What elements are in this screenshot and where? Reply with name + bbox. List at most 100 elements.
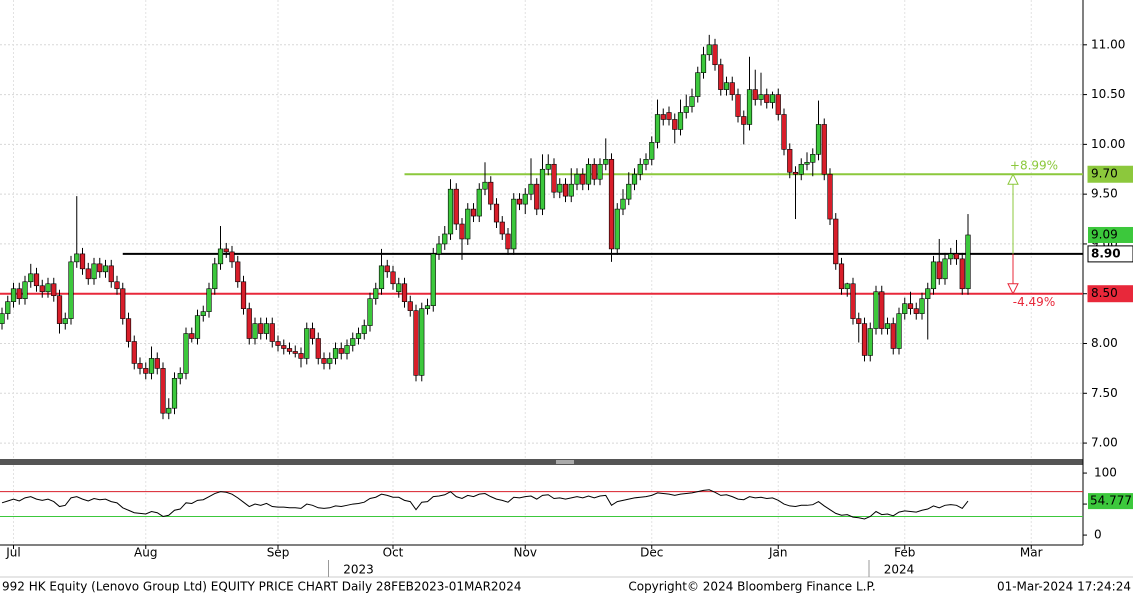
candle-body: [666, 112, 672, 120]
candle-body: [177, 373, 183, 379]
x-tick-label: Feb: [894, 546, 915, 560]
x-tick-label: Sep: [267, 546, 290, 560]
last-price-box: [1088, 226, 1133, 243]
candle-body: [907, 303, 914, 309]
candle-body: [327, 358, 333, 364]
candle-body: [194, 315, 201, 339]
candle-body: [827, 173, 833, 220]
candle-body: [677, 112, 684, 130]
candle-body: [51, 283, 57, 297]
candle-body: [844, 283, 850, 290]
candle-body: [741, 116, 747, 125]
candle-body: [143, 368, 149, 374]
candle-body: [649, 142, 655, 160]
candle-body: [223, 248, 229, 253]
rsi-last-label: 54.777: [1090, 494, 1132, 508]
candle-body: [769, 94, 776, 103]
candle-body: [200, 311, 206, 316]
candle-body: [683, 106, 689, 113]
rsi-tick-label: 0: [1094, 528, 1102, 542]
candle-body: [131, 341, 137, 364]
footer-title: 992 HK Equity (Lenovo Group Ltd) EQUITY …: [2, 580, 521, 594]
candle-body: [712, 44, 718, 66]
candle-body: [580, 173, 586, 185]
candle-body: [735, 94, 741, 117]
candle-body: [884, 323, 891, 329]
candle-body: [488, 181, 494, 205]
candle-body: [407, 301, 413, 311]
candle-body: [890, 323, 896, 349]
footer-copyright: Copyright© 2024 Bloomberg Finance L.P.: [628, 580, 875, 594]
candle-body: [183, 333, 189, 374]
candle-body: [350, 338, 356, 346]
arrow-head: [1007, 173, 1019, 185]
candle-body: [660, 114, 666, 120]
candle-body: [447, 188, 454, 235]
candle-body: [125, 318, 132, 342]
candle-body: [68, 261, 74, 319]
y-tick-label: 8.00: [1091, 336, 1118, 350]
candle-body: [0, 313, 5, 324]
candle-body: [321, 358, 327, 364]
candle-body: [557, 183, 563, 193]
candle-body: [505, 233, 511, 250]
candle-body: [401, 283, 408, 302]
last-price-label: 9.09: [1091, 227, 1118, 241]
candle-body: [608, 159, 615, 250]
candle-body: [229, 251, 235, 263]
candle-body: [689, 96, 695, 107]
candle-body: [545, 163, 551, 170]
candle-body: [913, 308, 919, 314]
candle-body: [936, 261, 942, 280]
candle-body: [269, 323, 275, 342]
candle-body: [62, 318, 68, 324]
candle-body: [79, 253, 86, 270]
candle-body: [137, 363, 143, 369]
candle-body: [758, 94, 764, 100]
candle-body: [948, 253, 954, 260]
candle-body: [942, 258, 948, 280]
candle-body: [252, 323, 258, 339]
candle-body: [775, 94, 781, 115]
candle-body: [838, 263, 845, 290]
candle-body: [522, 193, 528, 205]
y-tick-label: 10.00: [1091, 137, 1125, 151]
candle-body: [332, 348, 339, 359]
candle-body: [654, 114, 661, 143]
candle-body: [148, 358, 155, 374]
candle-body: [643, 159, 649, 165]
candle-body: [114, 281, 120, 290]
candle-body: [787, 149, 793, 173]
candle-body: [459, 223, 465, 240]
candle-body: [97, 263, 103, 273]
candle-body: [304, 328, 310, 359]
candle-body: [281, 345, 287, 349]
candle-body: [338, 348, 344, 354]
candle-body: [620, 198, 626, 210]
candle-body: [764, 94, 770, 103]
level-label: 8.50: [1091, 286, 1118, 300]
candle-body: [959, 258, 965, 290]
candle-body: [925, 288, 931, 299]
candle-body: [85, 268, 91, 280]
candle-body: [430, 253, 436, 306]
candle-body: [373, 288, 379, 299]
x-tick-label: Oct: [383, 546, 404, 560]
x-tick-label: Dec: [640, 546, 663, 560]
candle-body: [206, 288, 212, 312]
candle-body: [189, 333, 195, 339]
candle-body: [551, 163, 557, 193]
pct-label: +8.99%: [1010, 159, 1058, 173]
candle-body: [930, 261, 937, 290]
candle-body: [240, 281, 247, 309]
y-tick-label: 11.00: [1091, 37, 1125, 51]
candle-body: [516, 198, 523, 205]
candle-body: [212, 263, 218, 290]
candle-body: [246, 308, 252, 339]
candle-body: [493, 203, 500, 223]
y-tick-label: 10.50: [1091, 87, 1125, 101]
candle-body: [597, 163, 603, 180]
candle-body: [453, 188, 459, 225]
candle-body: [5, 301, 11, 314]
